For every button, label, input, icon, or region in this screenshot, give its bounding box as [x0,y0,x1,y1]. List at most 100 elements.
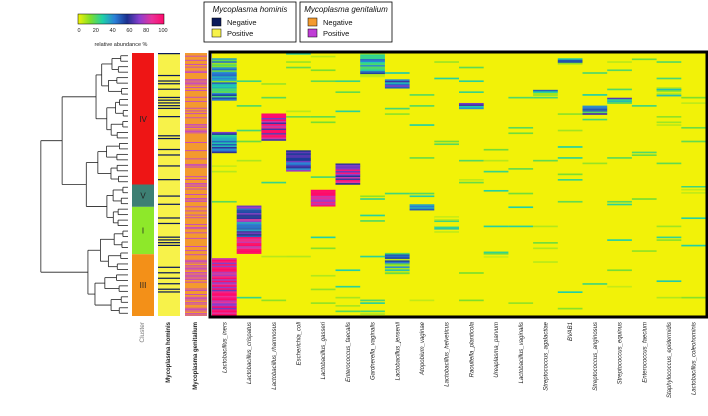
heatmap-cell [656,162,682,165]
heatmap-cell [286,150,311,153]
genitalium-positive-sample [185,199,207,201]
heatmap-cell [360,69,385,72]
taxon-label: Ureaplasma_parvum [494,322,500,378]
genitalium-positive-sample [185,158,207,160]
heatmap-cell [483,170,509,173]
heatmap-cell [236,80,262,83]
heatmap-cell [212,285,237,287]
heatmap-cell [212,310,237,313]
heatmap-cell [360,68,385,70]
hominis-negative-sample [158,165,180,167]
heatmap-cell [508,206,534,209]
cluster-band [132,254,154,316]
heatmap-cell [310,121,336,124]
heatmap-cell [360,214,385,217]
heatmap-cell [656,91,682,94]
heatmap-cell [681,296,706,299]
heatmap-cell [533,89,558,92]
heatmap-cell [236,226,262,229]
taxon-label: Lactobacillus_iners [222,322,228,373]
heatmap-cell [212,86,237,89]
genitalium-positive-sample [185,184,207,186]
heatmap-cell [212,259,237,262]
heatmap-cell [533,225,558,228]
heatmap-cell [459,272,484,274]
heatmap-cell [261,133,287,135]
cluster-band [132,53,154,185]
heatmap-cell [607,157,632,159]
heatmap-cell [607,61,632,63]
heatmap-cell [607,88,632,91]
heatmap-cell [360,75,385,78]
heatmap-cell [236,105,262,107]
heatmap-cell [384,260,410,263]
heatmap-cell [310,80,336,83]
hominis-negative-sample [158,74,180,77]
taxon-label: Raoultella_planticola [469,321,475,377]
heatmap-cell [409,105,435,107]
heatmap-cell [310,195,336,198]
genitalium-positive-sample [185,126,207,128]
legend-genitalium-negative: Negative [323,18,353,27]
heatmap-cell [212,309,237,312]
heatmap-cell [681,96,706,99]
hominis-negative-sample [158,116,180,118]
heatmap-cell [384,272,410,275]
heatmap-cell [533,91,558,94]
genitalium-positive-sample [185,303,207,305]
heatmap-cell [286,166,311,169]
heatmap-cell [384,192,410,195]
hominis-negative-sample [158,195,180,197]
heatmap-cell [508,192,534,195]
heatmap-cell [631,151,657,154]
legend-hominis: Mycoplasma hominis Negative Positive [203,1,297,43]
heatmap-cell [236,216,262,218]
heatmap-cell [459,91,484,93]
genitalium-positive-sample [185,96,207,98]
heatmap-cell [212,301,237,304]
heatmap-cell [483,189,509,192]
heatmap-cell [656,88,682,91]
heatmap-cell [286,156,311,159]
heatmap-cell [310,204,336,207]
cluster-label: I [142,227,144,236]
heatmap-cell [212,291,237,293]
heatmap-cell [236,228,262,230]
heatmap-cell [236,296,262,299]
hominis-negative-sample [158,283,180,285]
genitalium-positive-sample [185,273,207,275]
heatmap-cell [459,102,484,105]
legend-hominis-positive-swatch [211,28,222,38]
heatmap-cell [212,76,237,79]
heatmap-cell [212,294,237,297]
heatmap-cell [384,252,410,255]
genitalium-positive-sample [185,129,207,131]
heatmap-cell [261,139,287,141]
heatmap-cell [459,66,484,69]
hominis-negative-sample [158,53,180,55]
heatmap-cell [212,282,237,284]
heatmap-cell [607,269,632,272]
heatmap-cell [212,77,237,80]
heatmap-cell [236,159,262,162]
heatmap-cell [212,97,237,100]
heatmap-cell [236,238,262,241]
heatmap-cell [384,79,410,82]
heatmap-cell [212,134,237,137]
heatmap-cell [459,105,484,108]
heatmap-cell [212,83,237,86]
heatmap-cell [212,94,237,97]
heatmap-cell [409,204,435,206]
heatmap-cell [582,111,608,114]
heatmap-cell [212,170,237,173]
heatmap-cell [434,229,459,232]
heatmap-cell [261,121,287,123]
heatmap-cell [310,203,336,206]
cluster-label: III [140,281,147,290]
genitalium-positive-sample [185,117,207,119]
heatmap-cell [261,136,287,138]
heatmap-cell [212,286,237,289]
heatmap-cell [656,94,682,97]
heatmap-cell [236,219,262,221]
genitalium-positive-sample [185,59,207,61]
